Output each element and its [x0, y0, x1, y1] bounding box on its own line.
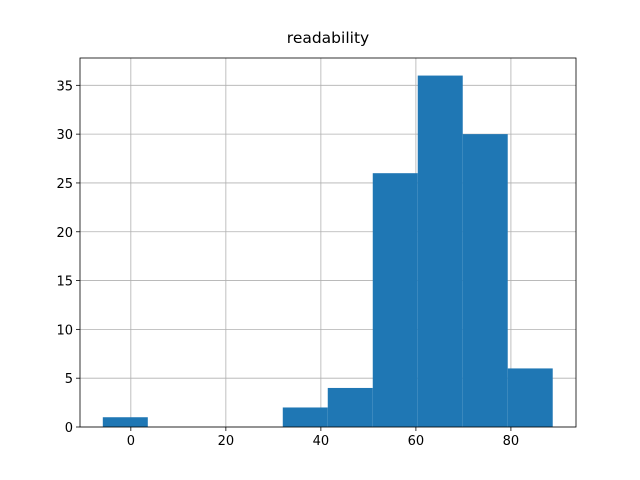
x-tick-label: 40	[313, 434, 330, 449]
x-tick-label: 0	[127, 434, 135, 449]
y-tick-label: 35	[56, 79, 73, 94]
x-tick-label: 80	[503, 434, 520, 449]
y-tick-label: 25	[56, 177, 73, 192]
y-tick-label: 20	[56, 226, 73, 241]
chart-title: readability	[287, 29, 369, 47]
x-tick-label: 60	[408, 434, 425, 449]
bar	[102, 417, 148, 427]
bar	[372, 173, 418, 427]
y-tick-label: 30	[56, 128, 73, 143]
axes-frame	[79, 57, 577, 428]
bar	[462, 134, 508, 427]
x-tick-label: 20	[218, 434, 235, 449]
bar	[507, 368, 553, 427]
y-tick-label: 15	[56, 275, 73, 290]
y-tick-label: 5	[65, 372, 73, 387]
y-tick-label: 0	[65, 421, 73, 436]
bar	[327, 387, 373, 427]
y-tick-label: 10	[56, 323, 73, 338]
bar	[417, 75, 463, 428]
bar	[282, 407, 328, 427]
